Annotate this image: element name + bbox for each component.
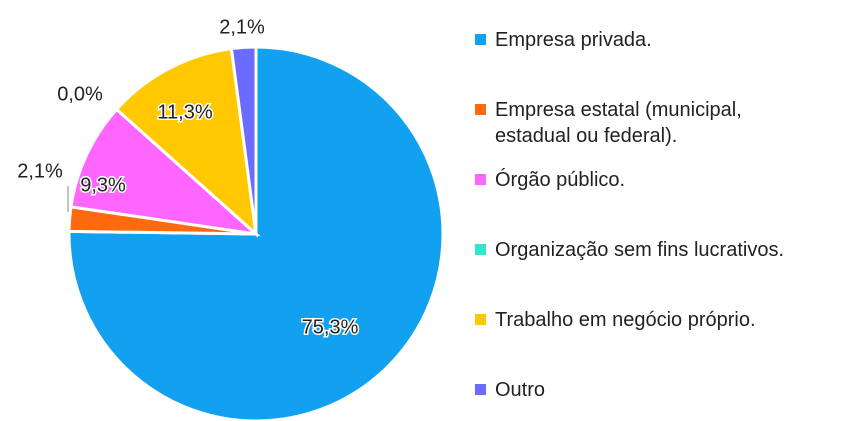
legend-label: Empresa estatal (municipal, estadual ou …: [495, 99, 742, 147]
legend-label: Outro: [495, 379, 546, 401]
data-label: 2,1%: [17, 160, 63, 182]
data-label: 11,3%: [157, 101, 212, 123]
legend-swatch: [475, 34, 486, 45]
data-label: 9,3%: [80, 174, 126, 196]
pie-slice: [229, 45, 258, 235]
legend-label: Órgão público.: [495, 169, 626, 191]
pie-slice: [114, 46, 259, 238]
legend-item: Empresa privada.: [475, 27, 795, 53]
legend-item: Trabalho em negócio próprio.: [475, 307, 795, 333]
legend-label: Empresa privada.: [495, 29, 652, 51]
pie-area: 75,3% 2,1% 9,3% 0,0% 11,3% 2,1%: [16, 15, 445, 421]
legend-item: Organização sem fins lucrativos.: [475, 237, 795, 263]
legend-label: Trabalho em negócio próprio.: [495, 309, 756, 331]
legend-swatch: [475, 174, 486, 185]
legend-swatch: [475, 104, 486, 115]
legend-label: Organização sem fins lucrativos.: [495, 239, 785, 261]
legend-item: Outro: [475, 377, 795, 403]
legend-swatch: [475, 384, 486, 395]
legend-item: Órgão público.: [475, 167, 795, 193]
legend-swatch: [475, 244, 486, 255]
legend-swatch: [475, 314, 486, 325]
legend-item: Empresa estatal (municipal, estadual ou …: [475, 97, 795, 149]
data-label: 75,3%: [302, 316, 359, 338]
data-label: 0,0%: [57, 83, 103, 105]
data-label: 2,1%: [219, 16, 265, 38]
pie-slice: [69, 107, 261, 237]
